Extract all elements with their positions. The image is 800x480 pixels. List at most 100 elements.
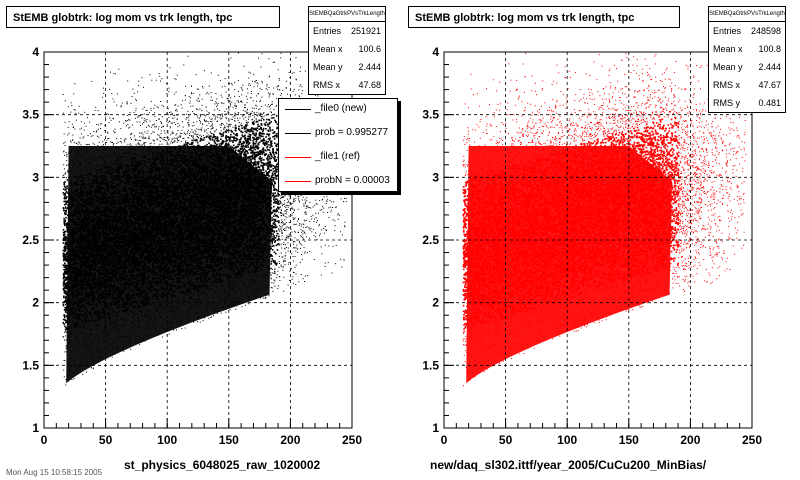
left-data-point xyxy=(63,133,65,135)
left-data-point xyxy=(151,79,153,81)
left-data-point xyxy=(261,96,263,98)
left-data-point xyxy=(229,140,231,142)
left-data-point xyxy=(242,115,244,117)
left-data-point xyxy=(266,168,269,170)
left-data-point xyxy=(238,102,240,103)
left-data-point xyxy=(262,130,264,133)
left-data-point xyxy=(266,157,268,160)
left-data-point xyxy=(249,137,251,140)
left-data-point xyxy=(276,274,278,276)
left-data-point xyxy=(83,129,85,131)
left-data-point xyxy=(273,178,275,181)
left-data-point xyxy=(300,274,302,275)
left-data-point xyxy=(288,205,290,207)
left-data-point xyxy=(186,145,189,147)
left-data-point xyxy=(245,144,247,147)
left-data-point xyxy=(247,112,249,114)
left-data-point xyxy=(169,134,171,136)
left-chart-panel: 0 50 100 150 200 250 1 1.5 2 2.5 3 3.5 4 StEMB globt… xyxy=(6,6,398,477)
left-data-point xyxy=(64,194,66,196)
left-data-point xyxy=(225,113,227,115)
left-data-point xyxy=(304,275,306,277)
left-data-point xyxy=(268,123,271,125)
left-data-point xyxy=(90,133,91,135)
left-data-point xyxy=(248,118,249,120)
left-data-point xyxy=(65,351,67,353)
left-data-point xyxy=(199,94,201,96)
left-data-point xyxy=(287,237,289,239)
left-data-point xyxy=(177,130,179,131)
left-data-point xyxy=(158,128,159,130)
left-data-point xyxy=(210,96,212,98)
left-data-point xyxy=(219,124,221,126)
left-data-point xyxy=(106,113,108,115)
left-data-point xyxy=(235,105,237,107)
left-data-point xyxy=(255,118,257,120)
left-data-point xyxy=(265,297,267,298)
left-data-point xyxy=(161,143,163,145)
left-data-point xyxy=(215,115,217,117)
left-data-point xyxy=(272,136,274,138)
left-data-point xyxy=(130,143,131,145)
left-data-point xyxy=(234,103,236,105)
left-data-point xyxy=(175,110,177,112)
left-data-point xyxy=(199,114,201,116)
left-data-point xyxy=(62,238,65,240)
left-data-point xyxy=(64,236,66,238)
left-data-point xyxy=(275,188,277,191)
left-data-point xyxy=(267,138,270,140)
left-data-point xyxy=(300,229,302,231)
left-data-point xyxy=(146,119,148,121)
left-data-point xyxy=(159,143,161,145)
left-data-point xyxy=(251,154,254,157)
left-data-point xyxy=(341,266,343,268)
left-data-point xyxy=(199,119,201,121)
left-data-point xyxy=(285,221,287,223)
left-data-point xyxy=(78,141,80,143)
left-data-point xyxy=(291,72,293,74)
left-data-point xyxy=(274,213,276,215)
left-data-point xyxy=(234,105,236,107)
left-data-point xyxy=(304,220,306,222)
left-data-point xyxy=(273,223,276,225)
left-data-point xyxy=(272,103,273,105)
left-data-point xyxy=(202,86,203,87)
left-data-point xyxy=(211,99,213,101)
left-data-point xyxy=(315,202,317,204)
left-data-point xyxy=(155,120,157,121)
left-data-point xyxy=(238,96,240,97)
left-data-point xyxy=(190,93,192,95)
left-data-point xyxy=(186,133,188,135)
left-data-point xyxy=(169,112,170,113)
left-data-point xyxy=(313,228,314,230)
left-data-point xyxy=(251,136,254,139)
left-data-point xyxy=(140,114,142,116)
left-data-point xyxy=(244,149,247,151)
left-data-point xyxy=(329,199,331,201)
left-data-point xyxy=(222,135,224,137)
left-data-point xyxy=(206,144,208,146)
left-data-point xyxy=(326,200,328,202)
left-data-point xyxy=(309,237,311,239)
left-data-point xyxy=(266,145,269,148)
left-data-point xyxy=(297,251,299,253)
left-data-point xyxy=(64,253,66,256)
left-data-point xyxy=(229,94,230,96)
left-data-point xyxy=(306,219,308,221)
left-data-point xyxy=(63,173,65,175)
left-data-point xyxy=(261,80,263,82)
left-data-point xyxy=(260,99,261,101)
left-data-point xyxy=(312,206,314,208)
left-data-point xyxy=(275,165,277,168)
left-data-point xyxy=(291,206,293,208)
left-data-point xyxy=(67,134,69,136)
left-data-point xyxy=(188,96,190,98)
left-data-point xyxy=(64,186,67,189)
left-data-point xyxy=(297,218,299,220)
left-data-point xyxy=(221,113,223,115)
left-data-point xyxy=(186,117,188,119)
left-data-point xyxy=(64,351,66,353)
left-data-point xyxy=(228,100,230,102)
left-data-point xyxy=(254,81,256,83)
left-data-point xyxy=(230,103,232,105)
